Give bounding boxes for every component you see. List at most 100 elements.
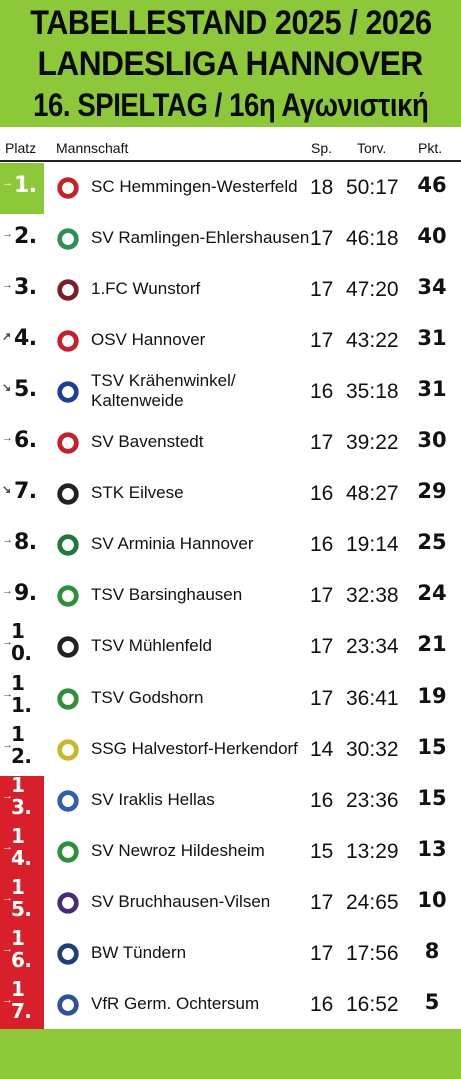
trend-arrow-icon: → — [2, 840, 13, 853]
team-name: BW Tündern — [91, 942, 187, 962]
table-row: ↗ 4. OSV Hannover 17 43:22 31 — [0, 316, 461, 367]
table-row: → 6. SV Bavenstedt 17 39:22 30 — [0, 418, 461, 469]
table-row: → 3. 1.FC Wunstorf 17 47:20 34 — [0, 265, 461, 316]
points: 15 — [417, 734, 447, 759]
games-played: 16 — [310, 482, 334, 506]
goal-ratio: 13:29 — [346, 839, 399, 863]
games-played: 16 — [310, 992, 334, 1016]
points: 8 — [424, 938, 440, 963]
goal-ratio: 19:14 — [346, 533, 399, 557]
col-torv: Torv. — [357, 140, 387, 156]
rank-number: 9. — [14, 581, 37, 607]
team-name: STK Eilvese — [91, 483, 184, 503]
trend-arrow-icon: → — [2, 228, 13, 241]
goal-ratio: 48:27 — [346, 482, 399, 506]
rank-number: 7. — [14, 479, 37, 505]
games-played: 16 — [310, 380, 334, 404]
goal-ratio: 47:20 — [346, 278, 399, 302]
rank-cell: → 14. — [0, 823, 44, 878]
rank-number: 5. — [14, 377, 37, 403]
rank-cell: ↘ 5. — [0, 367, 44, 418]
col-platz: Platz — [5, 140, 37, 156]
tsv-kraehenwinkel-crest-icon — [56, 380, 80, 405]
points: 46 — [417, 173, 447, 197]
rank-cell: → 10. — [0, 619, 44, 673]
points: 19 — [417, 683, 447, 708]
points: 15 — [417, 785, 447, 810]
title-season: TABELLESTAND 2025 / 2026 — [29, 4, 432, 42]
games-played: 17 — [310, 431, 334, 455]
ssg-halvestorf-crest-icon — [56, 737, 80, 762]
team-name: 1.FC Wunstorf — [91, 279, 201, 299]
rank-cell: → 2. — [0, 214, 44, 265]
goal-ratio: 50:17 — [346, 176, 399, 199]
table-row: → 9. TSV Barsinghausen 17 32:38 24 — [0, 571, 461, 622]
osv-hannover-crest-icon — [56, 329, 80, 354]
games-played: 16 — [310, 788, 334, 812]
title-league: LANDESLIGA HANNOVER — [37, 45, 424, 83]
rank-number: 16. — [11, 925, 32, 972]
rank-number: 12. — [11, 721, 32, 768]
points: 34 — [417, 275, 447, 300]
table-row: → 11. TSV Godshorn 17 36:41 19 — [0, 672, 461, 725]
trend-arrow-icon: ↘ — [2, 484, 12, 497]
rank-number: 8. — [14, 530, 37, 556]
points: 30 — [417, 428, 447, 453]
points: 40 — [417, 224, 447, 249]
rank-number: 15. — [11, 874, 32, 921]
goal-ratio: 24:65 — [346, 890, 399, 914]
sv-bruchhausen-crest-icon — [56, 890, 80, 915]
games-played: 17 — [310, 941, 334, 965]
points: 31 — [417, 326, 447, 351]
points: 24 — [417, 581, 447, 606]
table-row: → 14. SV Newroz Hildesheim 15 13:29 13 — [0, 823, 461, 878]
table-row: → 12. SSG Halvestorf-Herkendorf 14 30:32 15 — [0, 721, 461, 776]
rank-number: 2. — [14, 224, 37, 250]
games-played: 17 — [310, 227, 334, 251]
games-played: 17 — [310, 584, 334, 608]
sv-bavenstedt-crest-icon — [56, 431, 80, 456]
team-name: TSV Mühlenfeld — [91, 636, 212, 656]
rank-number: 3. — [14, 275, 37, 301]
vfr-ochtersum-crest-icon — [56, 992, 80, 1017]
goal-ratio: 39:22 — [346, 431, 399, 455]
rank-cell: → 3. — [0, 265, 44, 316]
table-row: → 13. SV Iraklis Hellas 16 23:36 15 — [0, 774, 461, 827]
header-banner: TABELLESTAND 2025 / 2026 LANDESLIGA HANN… — [0, 0, 461, 127]
team-name: VfR Germ. Ochtersum — [91, 993, 260, 1013]
bw-tuendern-crest-icon — [56, 941, 80, 966]
footer-bar — [0, 1029, 461, 1079]
tsv-godshorn-crest-icon — [56, 686, 80, 711]
rank-number: 14. — [11, 823, 32, 870]
rank-cell: ↗ 4. — [0, 316, 44, 367]
games-played: 17 — [310, 890, 334, 914]
points: 13 — [417, 836, 447, 861]
team-name: SV Ramlingen-Ehlershausen — [91, 228, 310, 248]
rank-cell: → 8. — [0, 520, 44, 571]
fc-wunstorf-crest-icon — [56, 278, 80, 303]
trend-arrow-icon: → — [2, 993, 13, 1006]
trend-arrow-icon: → — [2, 738, 13, 751]
sv-arminia-crest-icon — [56, 533, 80, 558]
goal-ratio: 16:52 — [346, 992, 399, 1016]
goal-ratio: 46:18 — [346, 227, 399, 251]
points: 5 — [424, 989, 440, 1014]
table-header: Platz Mannschaft Sp. Torv. Pkt. — [0, 136, 461, 162]
table-row: ↘ 7. STK Eilvese 16 48:27 29 — [0, 469, 461, 520]
team-name: SV Bruchhausen-Vilsen — [91, 891, 271, 911]
trend-arrow-icon: → — [2, 891, 13, 904]
rank-number: 17. — [11, 976, 32, 1023]
rank-number: 10. — [11, 619, 32, 666]
rank-cell: → 15. — [0, 874, 44, 929]
trend-arrow-icon: → — [2, 687, 13, 700]
sv-ramlingen-crest-icon — [56, 227, 80, 252]
tsv-barsinghausen-crest-icon — [56, 584, 80, 609]
trend-arrow-icon: → — [2, 942, 13, 955]
trend-arrow-icon: ↘ — [2, 382, 12, 395]
trend-arrow-icon: ↗ — [2, 331, 12, 344]
table-row: → 16. BW Tündern 17 17:56 8 — [0, 925, 461, 980]
goal-ratio: 23:34 — [346, 635, 399, 659]
team-name: TSV Krähenwinkel/ Kaltenweide — [91, 371, 236, 411]
team-name: SC Hemmingen-Westerfeld — [91, 177, 298, 196]
rank-number: 4. — [14, 326, 37, 352]
